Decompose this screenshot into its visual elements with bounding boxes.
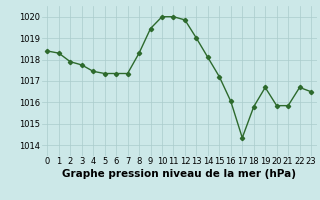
- X-axis label: Graphe pression niveau de la mer (hPa): Graphe pression niveau de la mer (hPa): [62, 169, 296, 179]
